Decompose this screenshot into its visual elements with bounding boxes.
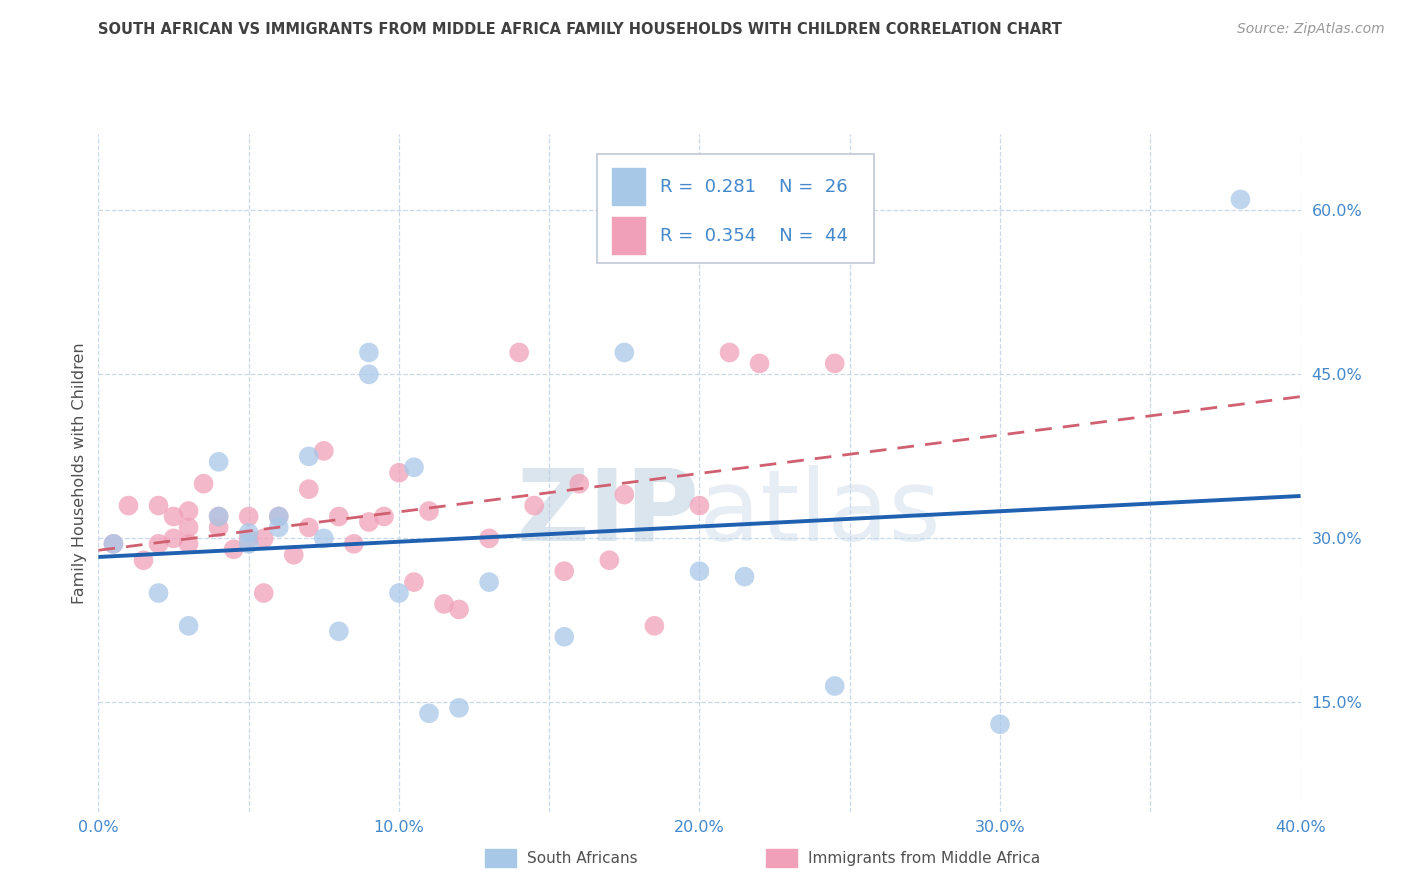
Point	[688, 564, 710, 578]
Point	[238, 509, 260, 524]
Point	[193, 476, 215, 491]
Point	[177, 520, 200, 534]
Point	[148, 586, 170, 600]
Point	[253, 586, 276, 600]
Point	[718, 345, 741, 359]
Point	[328, 509, 350, 524]
Point	[298, 482, 321, 496]
Point	[613, 488, 636, 502]
Point	[402, 575, 425, 590]
Point	[418, 504, 440, 518]
Point	[447, 701, 470, 715]
Point	[298, 450, 321, 464]
Text: ZIP: ZIP	[516, 465, 699, 562]
Point	[357, 345, 380, 359]
Point	[162, 532, 184, 546]
Point	[148, 499, 170, 513]
Point	[688, 499, 710, 513]
Point	[402, 460, 425, 475]
Point	[478, 532, 501, 546]
Point	[1229, 193, 1251, 207]
Point	[357, 368, 380, 382]
Point	[238, 525, 260, 540]
Point	[988, 717, 1011, 731]
Point	[373, 509, 395, 524]
Point	[418, 706, 440, 721]
Point	[553, 564, 575, 578]
Text: R =  0.354    N =  44: R = 0.354 N = 44	[659, 227, 848, 245]
Point	[208, 509, 231, 524]
Point	[553, 630, 575, 644]
Y-axis label: Family Households with Children: Family Households with Children	[72, 342, 87, 604]
Point	[208, 520, 231, 534]
Point	[343, 537, 366, 551]
Point	[177, 537, 200, 551]
Bar	[612, 168, 645, 205]
Text: Immigrants from Middle Africa: Immigrants from Middle Africa	[808, 851, 1040, 865]
Point	[132, 553, 155, 567]
Text: Source: ZipAtlas.com: Source: ZipAtlas.com	[1237, 22, 1385, 37]
Point	[103, 537, 125, 551]
Point	[447, 602, 470, 616]
Point	[298, 520, 321, 534]
Point	[328, 624, 350, 639]
Point	[267, 509, 290, 524]
Text: atlas: atlas	[699, 465, 941, 562]
Point	[478, 575, 501, 590]
Point	[267, 509, 290, 524]
Point	[824, 356, 846, 370]
Point	[312, 532, 335, 546]
Point	[238, 537, 260, 551]
Point	[388, 586, 411, 600]
Point	[238, 532, 260, 546]
Point	[148, 537, 170, 551]
Text: SOUTH AFRICAN VS IMMIGRANTS FROM MIDDLE AFRICA FAMILY HOUSEHOLDS WITH CHILDREN C: SOUTH AFRICAN VS IMMIGRANTS FROM MIDDLE …	[98, 22, 1063, 37]
Point	[568, 476, 591, 491]
Point	[267, 520, 290, 534]
FancyBboxPatch shape	[598, 154, 873, 262]
Point	[312, 443, 335, 458]
Bar	[612, 217, 645, 254]
Point	[613, 345, 636, 359]
Point	[598, 553, 620, 567]
Point	[508, 345, 530, 359]
Point	[523, 499, 546, 513]
Point	[643, 619, 665, 633]
Point	[824, 679, 846, 693]
Point	[734, 569, 756, 583]
Point	[208, 509, 231, 524]
Point	[103, 537, 125, 551]
Text: South Africans: South Africans	[527, 851, 638, 865]
Point	[283, 548, 305, 562]
Point	[208, 455, 231, 469]
Point	[748, 356, 770, 370]
Point	[433, 597, 456, 611]
Text: R =  0.281    N =  26: R = 0.281 N = 26	[659, 178, 848, 195]
Point	[177, 504, 200, 518]
Point	[117, 499, 139, 513]
Point	[222, 542, 245, 557]
Point	[162, 509, 184, 524]
Point	[357, 515, 380, 529]
Point	[177, 619, 200, 633]
Point	[388, 466, 411, 480]
Point	[253, 532, 276, 546]
